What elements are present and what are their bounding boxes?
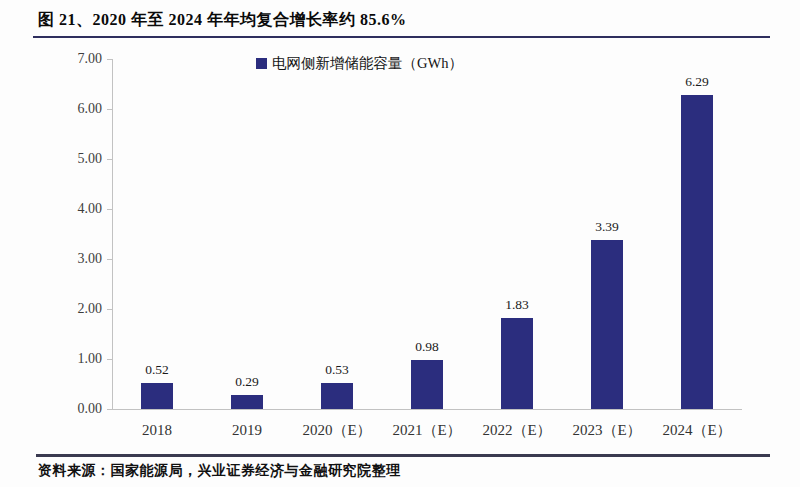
bar-2023（E） (591, 240, 623, 410)
plot-area: 0.52 0.29 0.53 0.98 1.83 3.39 6.29 (112, 59, 742, 409)
bar-value-label: 0.98 (395, 339, 459, 354)
y-tick-label: 3.00 (44, 251, 102, 267)
footer-divider-line (36, 454, 770, 457)
bar-value-label: 6.29 (665, 74, 729, 89)
bar-2018 (141, 383, 173, 409)
bar-value-label: 0.53 (305, 362, 369, 377)
bar-2021（E） (411, 360, 443, 409)
y-tick-label: 2.00 (44, 301, 102, 317)
y-tick-label: 1.00 (44, 351, 102, 367)
y-tick-label: 7.00 (44, 51, 102, 67)
title-divider-line (33, 36, 770, 38)
bar-value-label: 0.52 (125, 362, 189, 377)
bar-2020（E） (321, 383, 353, 410)
bar-value-label: 0.29 (215, 374, 279, 389)
bar-2022（E） (501, 318, 533, 410)
x-tick-label: 2021（E） (375, 422, 479, 439)
y-tick-label: 0.00 (44, 401, 102, 417)
x-tick-label: 2024（E） (645, 422, 749, 439)
chart-figure: 图 21、2020 年至 2024 年年均复合增长率约 85.6% 电网侧新增储… (0, 0, 800, 487)
x-tick-label: 2019 (195, 422, 299, 439)
y-tick-mark (107, 409, 112, 410)
bar-2019 (231, 395, 263, 410)
x-axis-line (112, 409, 742, 410)
bar-value-label: 3.39 (575, 219, 639, 234)
x-tick-label: 2018 (105, 422, 209, 439)
bar-2024（E） (681, 95, 713, 410)
bar-value-label: 1.83 (485, 297, 549, 312)
y-tick-label: 5.00 (44, 151, 102, 167)
x-tick-label: 2020（E） (285, 422, 389, 439)
y-tick-label: 6.00 (44, 101, 102, 117)
source-note: 资料来源：国家能源局，兴业证券经济与金融研究院整理 (38, 462, 778, 480)
x-tick-label: 2022（E） (465, 422, 569, 439)
x-tick-label: 2023（E） (555, 422, 659, 439)
y-tick-label: 4.00 (44, 201, 102, 217)
chart-title: 图 21、2020 年至 2024 年年均复合增长率约 85.6% (38, 10, 778, 31)
